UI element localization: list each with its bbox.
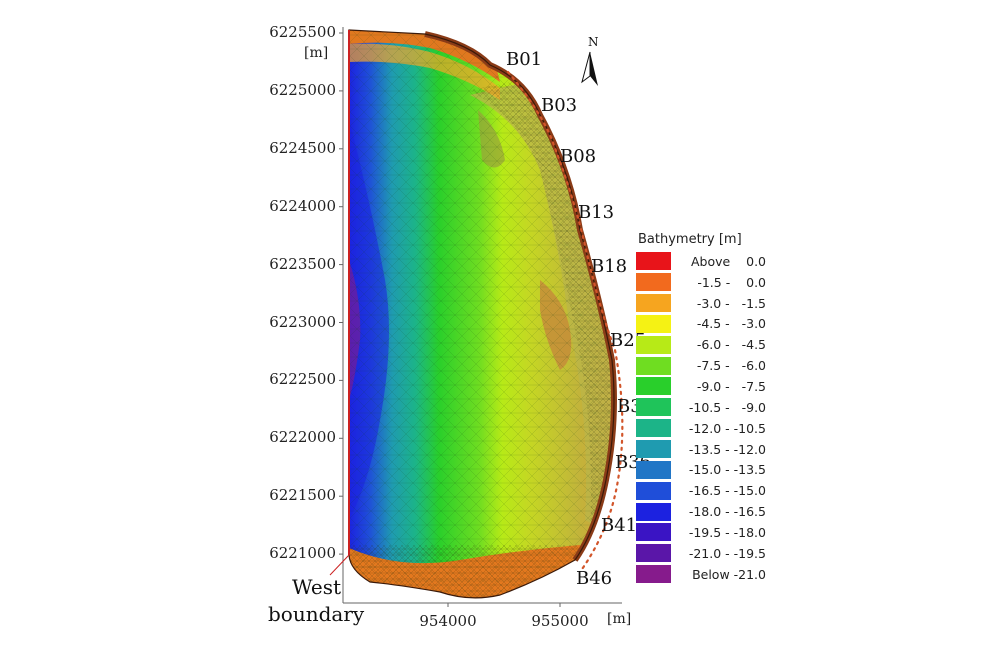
legend-swatch: [636, 565, 671, 584]
profile-label: B08: [560, 146, 597, 167]
y-tick-label: 6223000: [269, 312, 336, 331]
legend-label: Below -21.0: [692, 566, 766, 582]
legend-item: -9.0 - -7.5: [636, 376, 796, 397]
y-tick-label: 6225500: [269, 23, 336, 41]
x-tick-label: 954000: [419, 612, 477, 630]
legend-item: -6.0 - -4.5: [636, 334, 796, 355]
legend-swatch: [636, 544, 671, 563]
y-tick-label: 6222500: [269, 370, 336, 389]
legend-item: -15.0 - -13.5: [636, 459, 796, 480]
y-tick-label: 6221500: [269, 486, 336, 505]
domain-outline: [348, 29, 615, 599]
legend-item: -19.5 - -18.0: [636, 522, 796, 543]
legend-item: -21.0 - -19.5: [636, 543, 796, 564]
legend-item: Above 0.0: [636, 251, 796, 272]
legend-label: -21.0 - -19.5: [688, 545, 766, 561]
legend-swatch: [636, 377, 671, 396]
legend-label: -10.5 - -9.0: [688, 399, 766, 415]
legend-item: Below -21.0: [636, 564, 796, 585]
legend-label: -12.0 - -10.5: [688, 420, 766, 436]
x-axis-unit: [m]: [607, 611, 632, 627]
legend-label: -4.5 - -3.0: [696, 316, 766, 332]
legend-label: -19.5 - -18.0: [688, 524, 766, 540]
model-domain: [349, 30, 614, 598]
west-boundary-label-line1: West: [292, 575, 342, 599]
y-tick-label: 6223500: [269, 254, 336, 273]
y-tick-label: 6222000: [269, 428, 336, 447]
legend-item: -16.5 - -15.0: [636, 480, 796, 501]
legend-item: -4.5 - -3.0: [636, 314, 796, 335]
west-boundary-pointer: [329, 554, 350, 576]
legend-swatch: [636, 314, 671, 333]
legend-swatch: [636, 335, 671, 354]
legend-label: -15.0 - -13.5: [688, 462, 766, 478]
legend-label: -16.5 - -15.0: [688, 483, 766, 499]
legend-label: Above 0.0: [691, 253, 766, 269]
y-tick-label: 6225000: [269, 80, 336, 99]
legend-item: -7.5 - -6.0: [636, 355, 796, 376]
legend-label: -6.0 - -4.5: [696, 337, 766, 353]
y-tick-label: 6221000: [269, 544, 336, 563]
legend-swatch: [636, 460, 671, 479]
y-tick-label: 6224500: [269, 138, 336, 157]
legend-item: -3.0 - -1.5: [636, 293, 796, 314]
legend-item: -1.5 - 0.0: [636, 272, 796, 293]
profile-label: B13: [578, 202, 615, 223]
legend-item: -18.0 - -16.5: [636, 501, 796, 522]
legend-item: -13.5 - -12.0: [636, 439, 796, 460]
profile-label: B03: [541, 95, 578, 116]
legend-swatch: [636, 356, 671, 375]
x-tick-label: 955000: [531, 612, 589, 630]
profile-line: [506, 70, 624, 574]
profile-label: B46: [576, 568, 613, 589]
legend-title: Bathymetry [m]: [638, 232, 742, 247]
legend-label: -3.0 - -1.5: [696, 295, 766, 311]
north-arrow-icon: N: [581, 35, 599, 86]
legend-swatch: [636, 502, 671, 521]
west-boundary-label-line2: boundary: [268, 602, 365, 626]
legend-item: -10.5 - -9.0: [636, 397, 796, 418]
legend-label: -1.5 - 0.0: [697, 274, 766, 290]
y-tick-label: 6224000: [269, 196, 336, 215]
y-axis-unit: [m]: [304, 45, 329, 61]
legend-swatch: [636, 252, 671, 271]
legend-swatch: [636, 481, 671, 500]
legend-label: -7.5 - -6.0: [696, 358, 766, 374]
profile-label: B18: [591, 256, 628, 277]
legend-swatch: [636, 419, 671, 438]
legend: Bathymetry [m] Above 0.0 -1.5 - 0.0 -3.0 -…: [636, 229, 796, 585]
legend-label: -13.5 - -12.0: [688, 441, 766, 457]
legend-swatch: [636, 273, 671, 292]
legend-label: -9.0 - -7.5: [696, 378, 766, 394]
profile-label: B41: [601, 515, 638, 536]
legend-swatch: [636, 440, 671, 459]
legend-swatch: [636, 294, 671, 313]
profile-label: B01: [506, 49, 543, 70]
legend-swatch: [636, 398, 671, 417]
north-label: N: [588, 35, 599, 49]
legend-label: -18.0 - -16.5: [688, 504, 766, 520]
legend-swatch: [636, 523, 671, 542]
legend-item: -12.0 - -10.5: [636, 418, 796, 439]
